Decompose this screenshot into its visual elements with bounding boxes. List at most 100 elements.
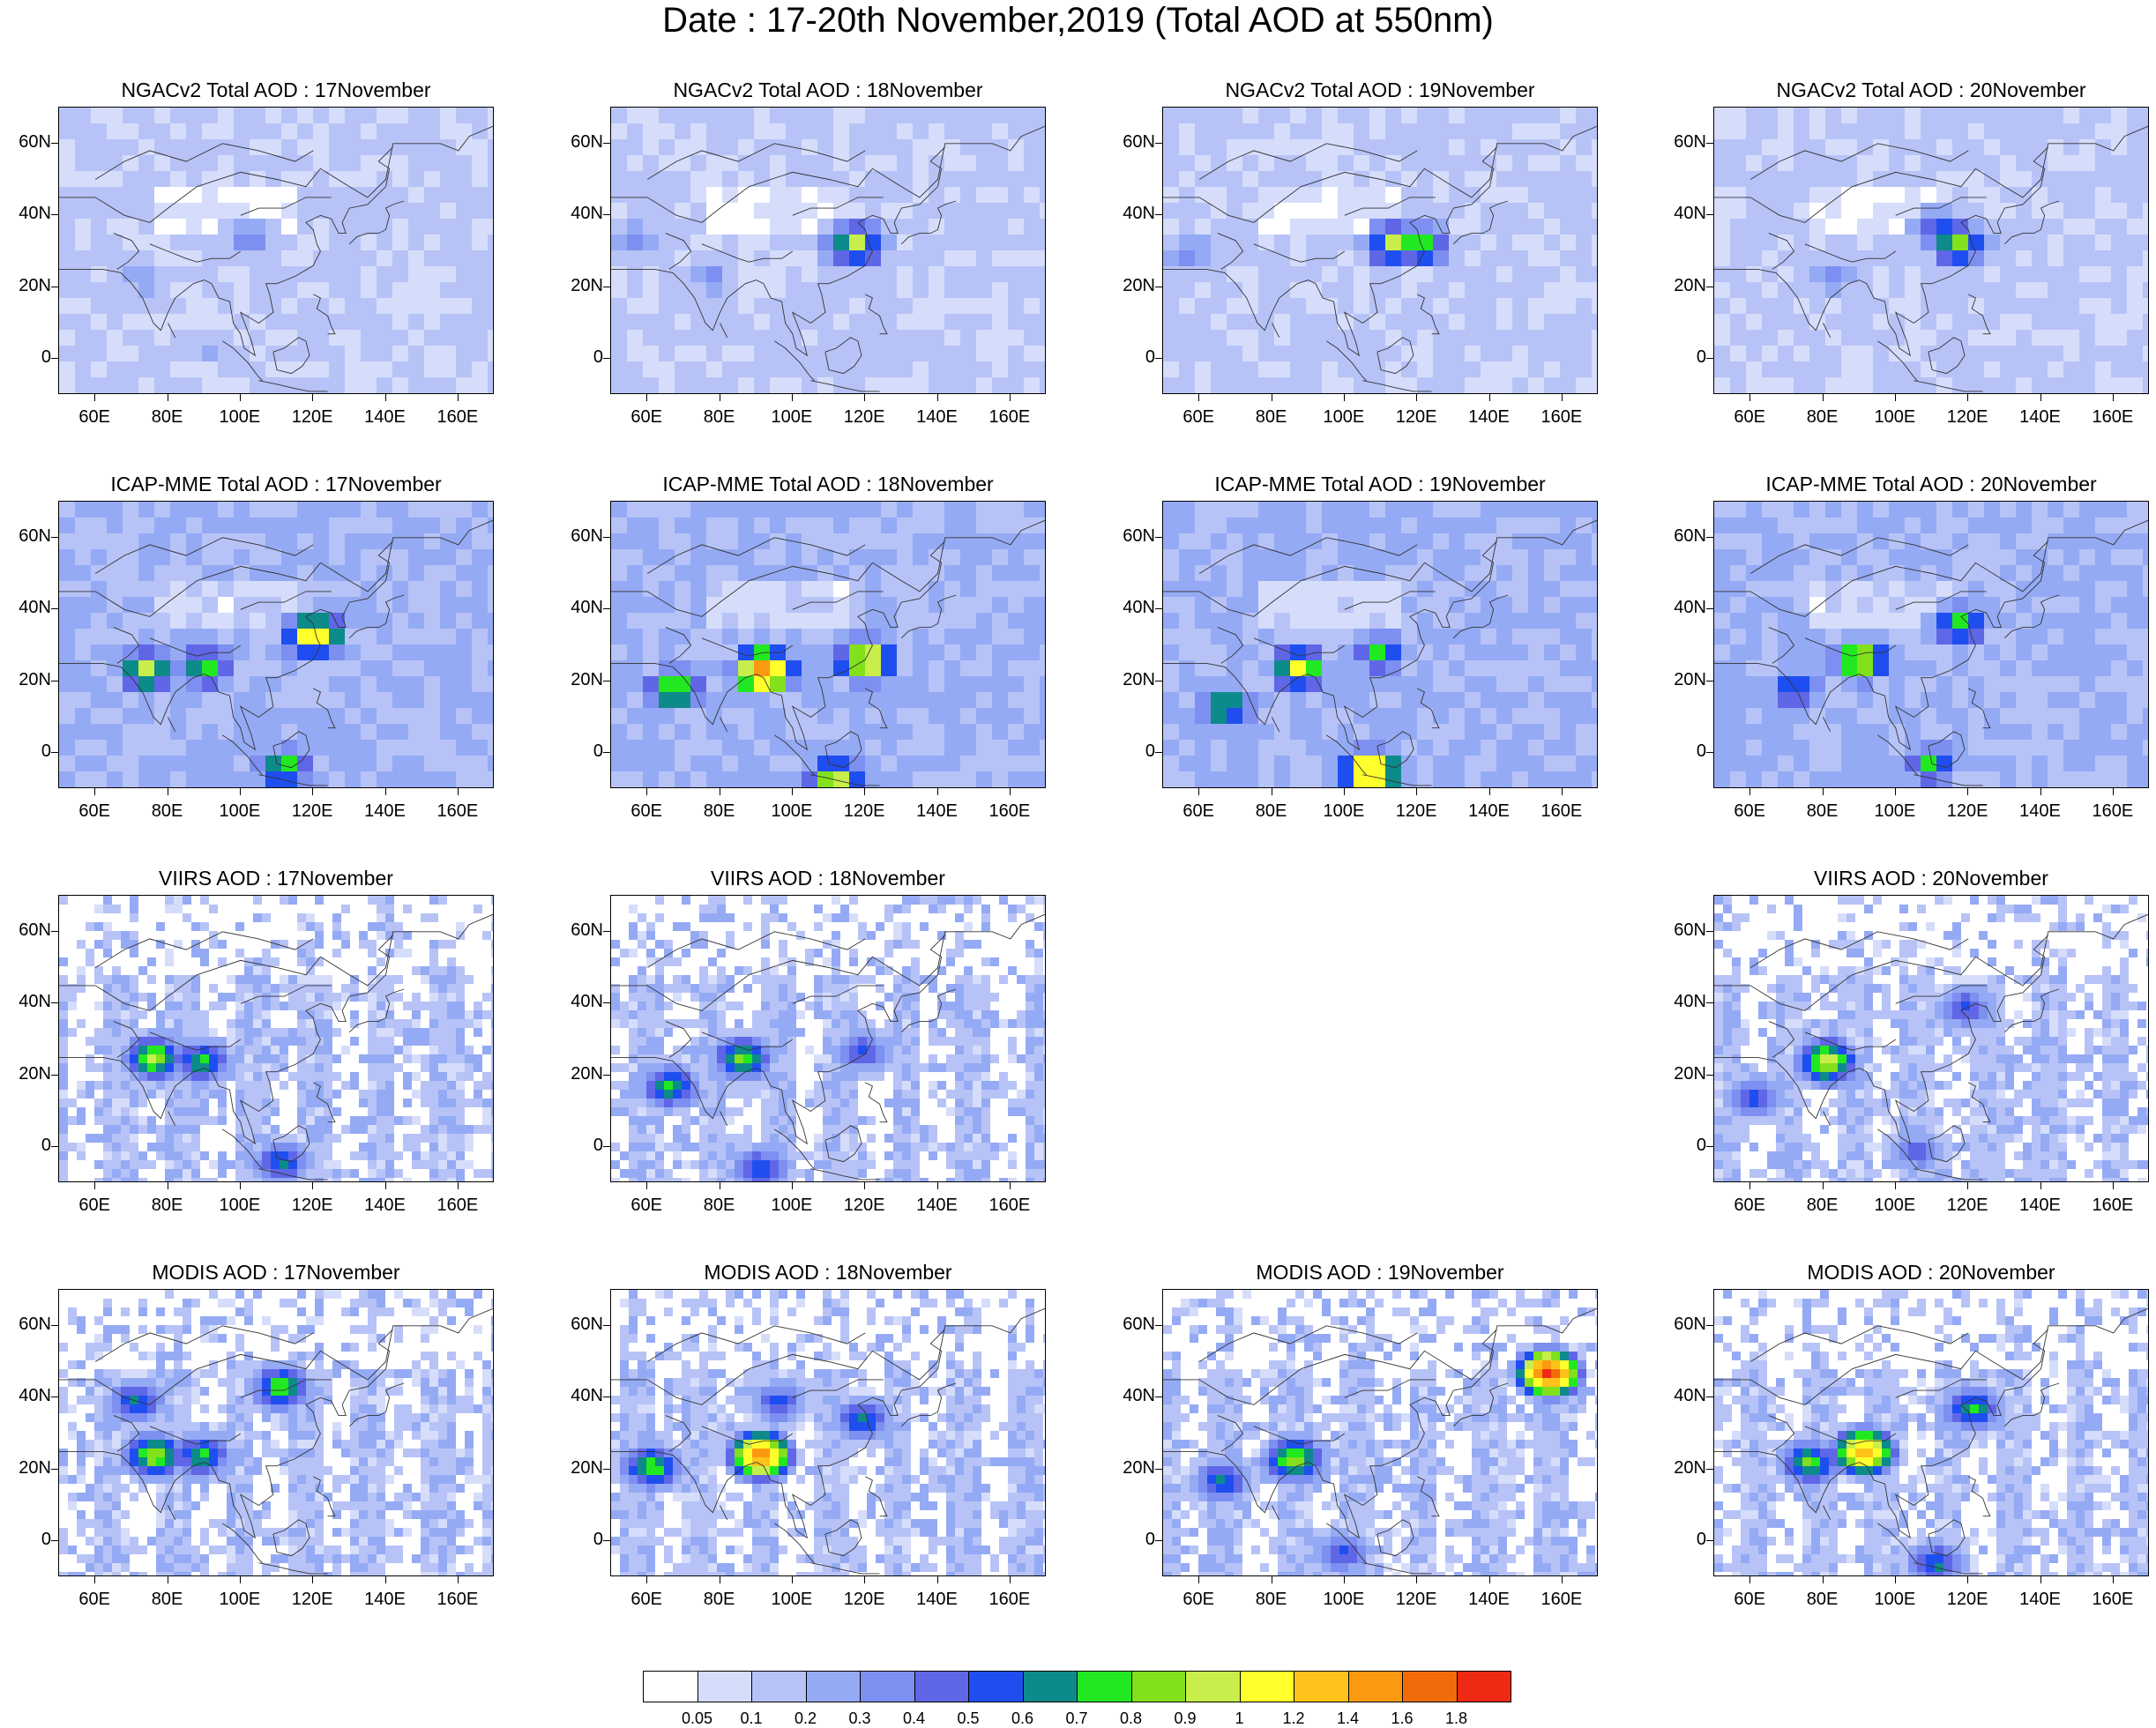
lon-tick-label: 140E: [1458, 801, 1520, 822]
lon-tick-label: 60E: [63, 801, 125, 822]
lon-tick-label: 160E: [427, 801, 489, 822]
lon-tick: [385, 1576, 386, 1583]
lon-tick-label: 140E: [2010, 801, 2071, 822]
lat-tick-label: 0: [1655, 1136, 1706, 1156]
lon-tick-label: 80E: [689, 1590, 750, 1610]
lon-tick-label: 100E: [209, 801, 271, 822]
lon-tick-label: 60E: [1719, 801, 1780, 822]
lon-tick: [792, 394, 793, 401]
lon-tick-label: 60E: [63, 407, 125, 428]
lon-tick-label: 140E: [906, 1590, 968, 1610]
lon-tick-label: 80E: [137, 1195, 198, 1216]
lon-tick: [312, 1182, 313, 1189]
panel-title: NGACv2 Total AOD : 19November: [1162, 78, 1598, 102]
lon-tick: [1967, 1576, 1968, 1583]
lon-tick: [1823, 1182, 1824, 1189]
lat-tick-label: 0: [1655, 347, 1706, 368]
lat-tick-label: 60N: [0, 920, 51, 941]
aod-map: [610, 895, 1046, 1182]
lon-tick: [1010, 788, 1011, 795]
colorbar-swatch: [1185, 1671, 1241, 1702]
lat-tick: [51, 537, 58, 538]
colorbar-label: 0.5: [946, 1709, 990, 1728]
lat-tick: [51, 1325, 58, 1326]
lon-tick: [1895, 1182, 1896, 1189]
lat-tick-label: 60N: [1655, 132, 1706, 153]
lat-tick-label: 60N: [1655, 920, 1706, 941]
lat-tick-label: 40N: [1655, 992, 1706, 1012]
lat-tick-label: 0: [1104, 741, 1155, 762]
colorbar-label: 0.3: [838, 1709, 882, 1728]
lat-tick: [1706, 931, 1713, 932]
lat-tick-label: 20N: [1655, 1458, 1706, 1478]
lon-tick: [1562, 394, 1563, 401]
lat-tick-label: 0: [1104, 1530, 1155, 1550]
lon-tick: [94, 394, 95, 401]
lon-tick-label: 160E: [1531, 1590, 1593, 1610]
lon-tick: [1749, 394, 1750, 401]
lon-tick-label: 160E: [427, 1590, 489, 1610]
lat-tick-label: 40N: [0, 598, 51, 618]
lat-tick: [1155, 537, 1162, 538]
lat-tick: [1706, 1540, 1713, 1541]
lat-tick-label: 20N: [1655, 1064, 1706, 1084]
lon-tick: [1489, 394, 1490, 401]
lon-tick: [864, 1576, 865, 1583]
aod-map: [58, 895, 494, 1182]
lat-tick: [51, 1002, 58, 1003]
lat-tick: [603, 1002, 610, 1003]
colorbar-label: 0.6: [1001, 1709, 1045, 1728]
panel-title: NGACv2 Total AOD : 17November: [58, 78, 494, 102]
aod-map: [1162, 107, 1598, 394]
panel-title: MODIS AOD : 18November: [610, 1260, 1046, 1285]
lon-tick: [792, 788, 793, 795]
panel-title: MODIS AOD : 19November: [1162, 1260, 1598, 1285]
lat-tick-label: 20N: [552, 1458, 603, 1478]
lat-tick: [1706, 358, 1713, 359]
lat-tick-label: 40N: [552, 1386, 603, 1406]
lon-tick: [94, 788, 95, 795]
lat-tick: [51, 1469, 58, 1470]
lon-tick-label: 160E: [2082, 1195, 2144, 1216]
lat-tick: [603, 214, 610, 215]
lat-tick-label: 40N: [0, 204, 51, 224]
colorbar-label: 0.2: [784, 1709, 828, 1728]
lon-tick-label: 160E: [1531, 407, 1593, 428]
lat-tick: [1155, 1540, 1162, 1541]
lon-tick: [2040, 788, 2041, 795]
lon-tick-label: 100E: [209, 1590, 271, 1610]
colorbar-label: 1.8: [1435, 1709, 1479, 1728]
lon-tick-label: 100E: [1864, 407, 1926, 428]
aod-field: [611, 108, 1046, 394]
lat-tick: [1706, 1325, 1713, 1326]
lon-tick-label: 100E: [761, 1590, 823, 1610]
lat-tick-label: 20N: [1104, 1458, 1155, 1478]
lon-tick: [1416, 788, 1417, 795]
lat-tick: [51, 143, 58, 144]
lat-tick: [603, 1146, 610, 1147]
lon-tick-label: 160E: [2082, 801, 2144, 822]
lon-tick: [937, 1182, 938, 1189]
lat-tick-label: 60N: [1104, 1315, 1155, 1335]
lat-tick-label: 40N: [1655, 598, 1706, 618]
colorbar-swatch: [1240, 1671, 1295, 1702]
lon-tick: [646, 1576, 647, 1583]
lon-tick: [2113, 788, 2114, 795]
lat-tick: [51, 1075, 58, 1076]
lon-tick: [1489, 1576, 1490, 1583]
lat-tick: [1706, 214, 1713, 215]
lon-tick-label: 60E: [63, 1195, 125, 1216]
lat-tick: [1155, 143, 1162, 144]
lon-tick-label: 120E: [833, 407, 895, 428]
lat-tick: [51, 931, 58, 932]
lon-tick-label: 120E: [1936, 1195, 1998, 1216]
panel-title: MODIS AOD : 17November: [58, 1260, 494, 1285]
lon-tick-label: 80E: [1792, 407, 1854, 428]
lat-tick-label: 0: [1104, 347, 1155, 368]
aod-map: [610, 501, 1046, 788]
aod-field: [1714, 108, 2149, 394]
lon-tick: [1749, 1576, 1750, 1583]
lat-tick: [51, 752, 58, 753]
